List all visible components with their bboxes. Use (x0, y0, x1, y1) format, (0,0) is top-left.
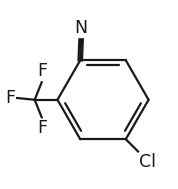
Text: N: N (75, 19, 88, 37)
Text: Cl: Cl (139, 153, 156, 171)
Text: F: F (38, 62, 48, 80)
Text: F: F (38, 119, 48, 137)
Text: F: F (5, 89, 15, 107)
